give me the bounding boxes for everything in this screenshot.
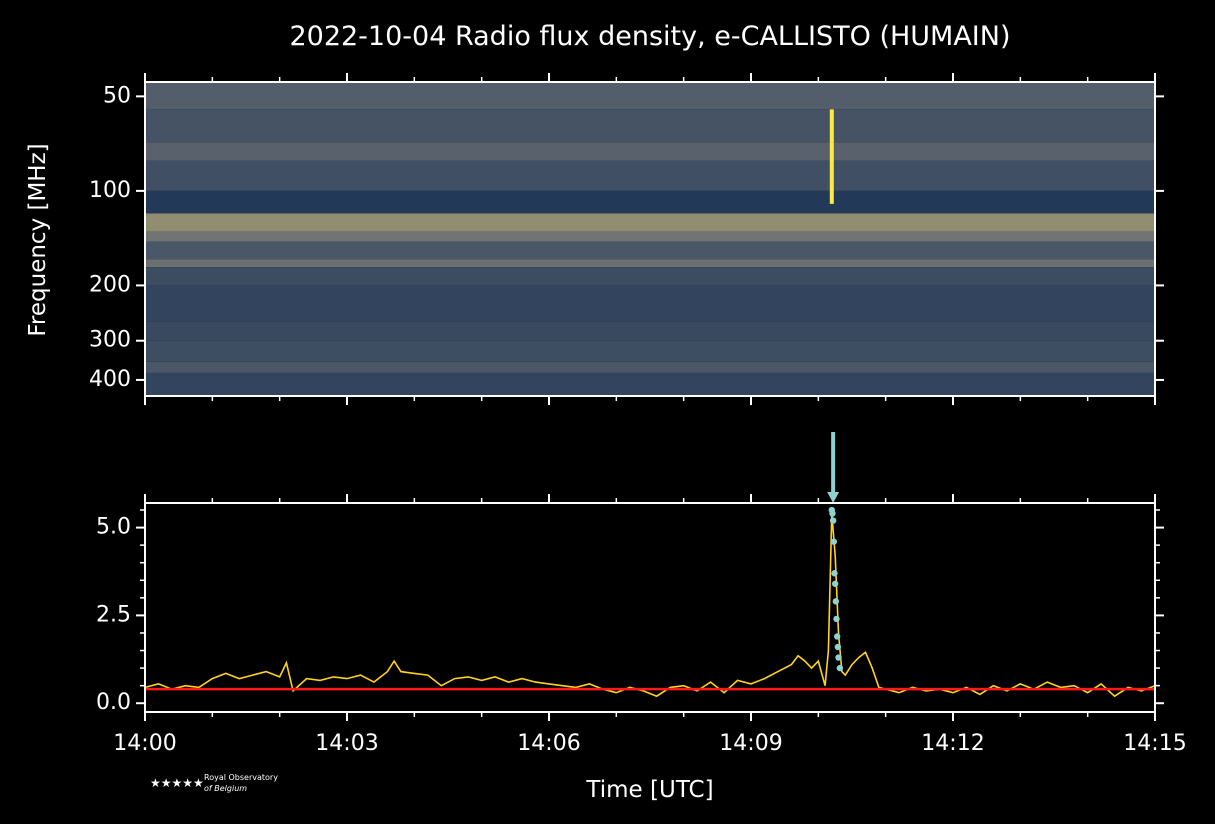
spectrogram-band [145,213,1155,232]
plot-frame [144,502,1156,713]
spectrogram-band [145,267,1155,286]
logo-text: Royal Observatory [204,773,278,782]
plot-frame [144,81,1156,397]
burst-point [830,538,838,545]
y-tick-label: 300 [89,328,131,353]
spectrogram-band [145,361,1155,373]
y-tick-label: 400 [89,367,131,392]
burst-point [833,633,841,640]
burst-point [835,654,842,661]
x-tick-label: 14:12 [921,731,984,756]
burst-point [832,598,840,605]
logo: ★★★★★ Royal Observatory of Belgium [150,773,278,793]
event-arrowhead [827,492,840,503]
burst [829,109,834,204]
x-tick-label: 14:15 [1123,731,1186,756]
spectrogram-band [145,372,1155,396]
y-tick-label: 0.0 [96,690,131,715]
y-tick-label: 100 [89,178,131,203]
burst-point [829,517,837,524]
burst-point [834,643,842,651]
y-axis-label: Frequency [MHz] [25,143,51,336]
y-tick-label: 200 [89,272,131,297]
y-tick-label: 2.5 [96,602,131,627]
burst-point [831,580,839,587]
y-tick-label: 50 [103,83,131,108]
spectrogram-band [145,231,1155,242]
spectrogram-band [145,321,1155,341]
x-tick-label: 14:00 [113,731,176,756]
burst-point [833,615,840,623]
logo-stars: ★★★★★ [150,776,204,790]
burst-point [829,510,836,517]
spectrogram-band [145,82,1155,110]
spectrogram-band [145,190,1155,214]
spectrogram-band [145,241,1155,260]
spectrogram-band [145,285,1155,322]
spectrogram-band [145,142,1155,161]
spectrogram-band [145,109,1155,143]
x-tick-label: 14:03 [315,731,378,756]
x-tick-label: 14:06 [517,731,580,756]
burst-point [831,570,838,577]
spectrogram-band [145,160,1155,191]
spectrogram-band [145,340,1155,362]
x-tick-label: 14:09 [719,731,782,756]
burst-point [836,664,844,672]
x-axis-label: Time [UTC] [585,777,713,803]
chart-title: 2022-10-04 Radio flux density, e-CALLIST… [289,21,1010,52]
y-tick-label: 5.0 [96,515,131,540]
logo-text: of Belgium [204,784,247,793]
spectrogram-band [145,259,1155,268]
